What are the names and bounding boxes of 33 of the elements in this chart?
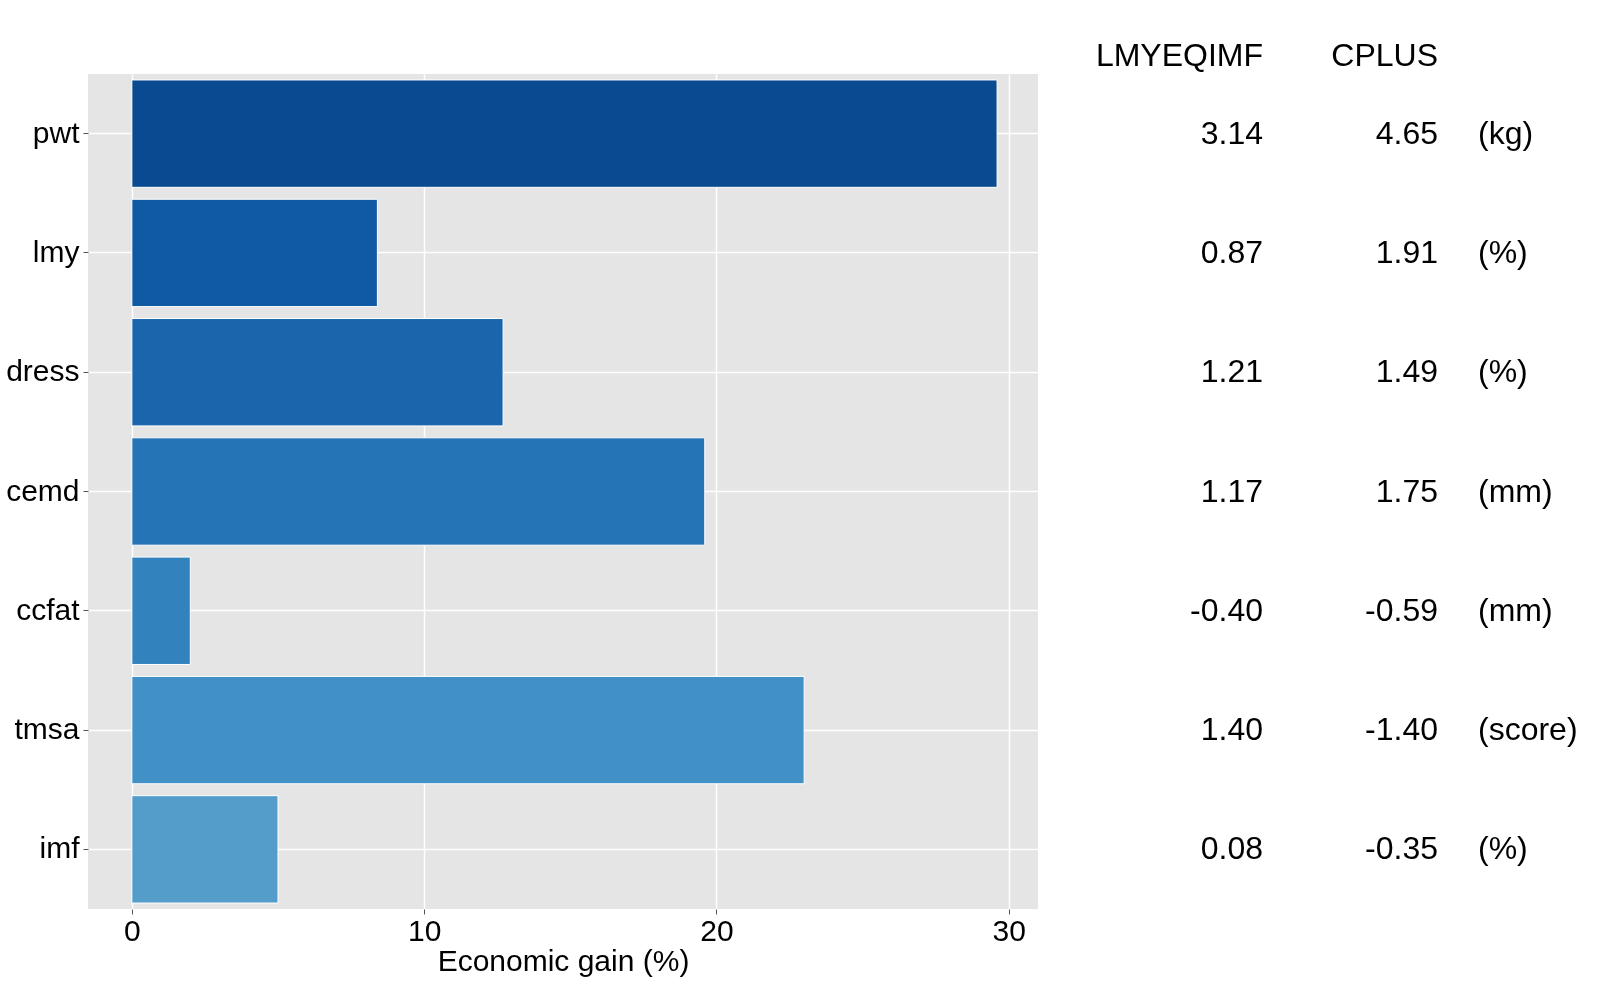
text: (mm) <box>1478 472 1553 509</box>
text: LMYEQIMF <box>1095 37 1263 73</box>
text: 0.87 <box>1200 233 1263 270</box>
x-tick-label: 30 <box>992 913 1026 947</box>
text: -0.35 <box>1365 830 1438 867</box>
text: (score) <box>1478 711 1578 748</box>
text: 0.08 <box>1200 830 1263 867</box>
y-tick-label: lmy <box>32 234 80 268</box>
text: 1.40 <box>1200 711 1263 748</box>
text: 1.75 <box>1375 472 1438 509</box>
x-tick-label: 0 <box>124 913 141 947</box>
text: -0.40 <box>1190 591 1263 628</box>
text: 1.17 <box>1200 472 1263 509</box>
text: 1.49 <box>1375 353 1438 390</box>
y-tick-label: pwt <box>32 115 81 149</box>
y-tick-label: cemd <box>6 473 80 507</box>
text: 1.91 <box>1375 233 1438 270</box>
text: (%) <box>1478 830 1528 867</box>
text: (mm) <box>1478 591 1553 628</box>
text: 4.65 <box>1375 114 1438 151</box>
text: (kg) <box>1478 114 1534 151</box>
x-tick-label: 20 <box>700 913 734 947</box>
text: 1.21 <box>1200 353 1263 390</box>
y-tick-label: ccfat <box>16 592 81 626</box>
y-tick-label: imf <box>39 831 81 865</box>
text: (%) <box>1478 233 1528 270</box>
text: 3.14 <box>1200 114 1263 151</box>
text: -1.40 <box>1365 711 1438 748</box>
text: -0.59 <box>1365 591 1438 628</box>
y-tick-label: dress <box>6 354 80 388</box>
text: (%) <box>1478 353 1528 390</box>
text: CPLUS <box>1331 37 1438 73</box>
y-tick-label: tmsa <box>14 712 80 746</box>
